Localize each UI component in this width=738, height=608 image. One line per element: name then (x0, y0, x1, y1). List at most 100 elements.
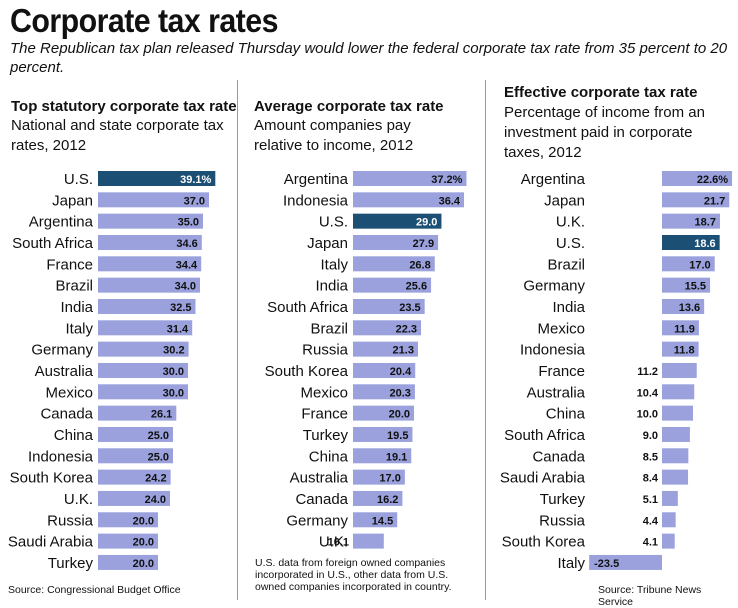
chart2-bar (353, 171, 467, 186)
chart1-bar (98, 490, 170, 506)
chart2-value-label: 19.5 (387, 430, 408, 442)
chart3-bar (662, 384, 695, 400)
chart1-value-label: 39.1% (180, 174, 211, 186)
chart2-subtitle: Amount companies pay relative to income,… (254, 117, 414, 154)
chart1-value-label: 34.4 (176, 259, 198, 271)
chart3-bar (662, 298, 705, 314)
chart1-title: Top statutory corporate tax rate (11, 98, 237, 115)
chart3-category-label: Russia (539, 512, 586, 529)
chart1-category-label: Turkey (48, 555, 94, 572)
chart3-value-label: 18.6 (694, 238, 715, 250)
chart3-value-label: 11.9 (674, 323, 695, 335)
chart1-value-label: 30.0 (163, 366, 184, 378)
chart3-value-label: 22.6% (697, 174, 728, 186)
chart2-value-label: 20.3 (389, 387, 410, 399)
chart2-value-label: 29.0 (416, 217, 437, 229)
chart3-category-label: U.S. (556, 235, 585, 252)
chart2-value-label: 22.3 (396, 323, 417, 335)
chart1-value-label: 25.0 (148, 430, 169, 442)
chart2-category-label: Canada (295, 491, 348, 508)
chart2-category-label: South Korea (265, 363, 349, 380)
chart2-category-label: China (309, 448, 349, 465)
chart1-category-label: Italy (65, 320, 93, 337)
chart2-bar (353, 277, 432, 293)
chart1-bar (98, 171, 216, 186)
chart2-category-label: Italy (320, 256, 348, 273)
chart3-bar (662, 171, 733, 186)
chart1-bar (98, 384, 188, 400)
chart2-bars: Argentina 37.2% Indonesia 36.4 U.S. 29.0 Japan… (265, 171, 467, 551)
chart3-value-label: 18.7 (695, 217, 716, 229)
chart1-value-label: 31.4 (167, 323, 189, 335)
chart3-value-label: 8.5 (643, 451, 658, 463)
chart3-source: Source: Tribune News Service (598, 584, 702, 608)
chart1-category-label: U.S. (64, 171, 93, 188)
chart1-bar (98, 554, 158, 570)
chart1-bar (98, 277, 200, 293)
chart3-category-label: Indonesia (520, 342, 586, 359)
chart2-value-label: 20.0 (389, 409, 410, 421)
chart3-subtitle: Percentage of income from an investment … (504, 104, 705, 161)
chart2-bar (353, 533, 384, 549)
chart1-category-label: Saudi Arabia (8, 534, 94, 551)
chart2-value-label: 16.2 (377, 494, 398, 506)
chart2-category-label: India (315, 278, 348, 295)
chart1-value-label: 35.0 (178, 217, 199, 229)
chart1-bar (98, 469, 171, 485)
chart1-bar (98, 341, 189, 357)
chart2-category-label: Turkey (303, 427, 349, 444)
chart2-bar (353, 448, 412, 464)
chart2-value-label: 36.4 (439, 195, 461, 207)
page-title: Corporate tax rates (10, 2, 278, 39)
chart2-category-label: Brazil (310, 320, 348, 337)
chart3-bar (589, 554, 662, 570)
chart2-bar (353, 192, 465, 208)
chart1-category-label: Australia (35, 363, 94, 380)
chart2-category-label: Russia (302, 342, 349, 359)
chart2-value-label: 19.1 (386, 451, 407, 463)
column-divider-1 (237, 80, 238, 600)
chart3-value-label: 10.0 (637, 409, 658, 421)
chart3-value-label: 11.2 (637, 366, 658, 378)
chart2-bar (353, 512, 398, 528)
chart2-value-label: 17.0 (379, 473, 400, 485)
chart1-value-label: 37.0 (184, 195, 205, 207)
chart1-category-label: Indonesia (28, 448, 94, 465)
chart3-bar (662, 426, 690, 442)
chart2-bar (353, 362, 416, 378)
chart1-category-label: Canada (40, 406, 93, 423)
chart3-value-label: 21.7 (704, 195, 725, 207)
chart1-value-label: 34.0 (175, 281, 196, 293)
chart2-category-label: Australia (290, 470, 349, 487)
chart2-category-label: Japan (307, 235, 348, 252)
chart1-category-label: Germany (31, 342, 93, 359)
chart3-value-label: 4.4 (643, 515, 659, 527)
chart3-bar (662, 448, 689, 464)
chart3-bars: Argentina 22.6% Japan 21.7 U.K. 18.7 U.S. 18.6 B… (500, 171, 733, 572)
chart1-value-label: 30.2 (163, 345, 184, 357)
chart3-category-label: South Africa (504, 427, 586, 444)
chart3-category-label: Italy (557, 555, 585, 572)
chart3-value-label: 13.6 (679, 302, 700, 314)
chart2-value-label: 37.2% (431, 174, 462, 186)
chart1-value-label: 26.1 (151, 409, 172, 421)
column-divider-2 (485, 80, 486, 600)
page-subtitle: The Republican tax plan released Thursda… (10, 40, 728, 76)
chart1-value-label: 30.0 (163, 387, 184, 399)
chart3-category-label: Germany (523, 278, 585, 295)
chart3-bar (662, 405, 693, 421)
chart2-bar (353, 469, 405, 485)
chart1-value-label: 32.5 (170, 302, 191, 314)
chart2-value-label: 26.8 (409, 259, 430, 271)
chart2-bar (353, 320, 422, 336)
chart2-value-label: 21.3 (393, 345, 414, 357)
chart1-category-label: South Korea (10, 470, 94, 487)
chart2-bar (353, 298, 425, 314)
chart3-category-label: Japan (544, 192, 585, 209)
chart1-bar (98, 533, 158, 549)
chart2-category-label: U.S. (319, 214, 348, 231)
chart3-category-label: Saudi Arabia (500, 470, 586, 487)
chart2-category-label: Argentina (284, 171, 349, 188)
chart2-bar (353, 234, 439, 250)
